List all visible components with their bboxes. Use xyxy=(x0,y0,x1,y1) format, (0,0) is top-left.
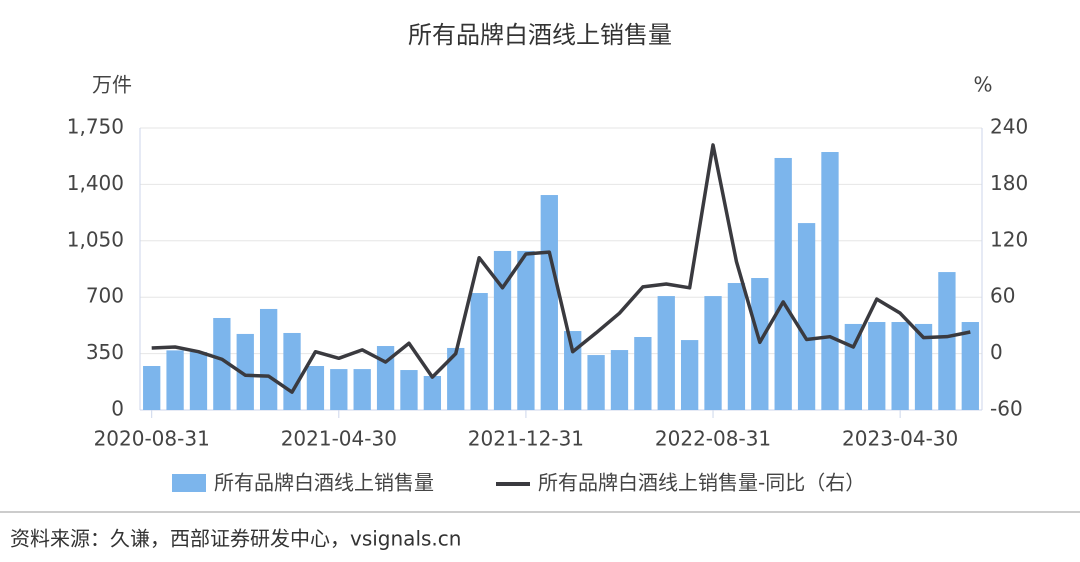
y-axis-label: 万件 xyxy=(92,73,132,97)
y2-tick-label: 60 xyxy=(990,284,1015,308)
y2-tick-label: 120 xyxy=(990,227,1028,251)
y2-tick-label: 0 xyxy=(990,340,1003,364)
bar xyxy=(189,351,208,410)
source: 资料来源：久谦，西部证券研发中心，vsignals.cn xyxy=(10,527,461,551)
bar xyxy=(540,195,558,410)
bar xyxy=(470,293,488,410)
bar xyxy=(704,296,722,410)
y2-axis-label: % xyxy=(973,73,992,97)
bar xyxy=(657,296,675,410)
y2-tick-label: -60 xyxy=(990,397,1023,421)
bar xyxy=(680,340,699,410)
legend-label: 所有品牌白酒线上销售量 xyxy=(214,471,434,495)
y-tick-label: 0 xyxy=(111,397,124,421)
bar xyxy=(306,366,325,410)
bar xyxy=(166,350,184,410)
bar xyxy=(517,250,535,410)
y2-tick-label: 240 xyxy=(990,115,1028,139)
bar xyxy=(868,322,886,410)
bar xyxy=(259,308,278,410)
y-tick-label: 350 xyxy=(86,340,124,364)
bar xyxy=(587,355,605,410)
x-tick-label: 2022-08-31 xyxy=(655,427,771,451)
bar xyxy=(727,283,746,410)
bar xyxy=(236,333,254,410)
bar xyxy=(400,370,418,410)
chart-title: 所有品牌白酒线上销售量 xyxy=(408,21,672,49)
bar xyxy=(634,337,652,410)
x-tick-label: 2020-08-31 xyxy=(94,427,210,451)
bar xyxy=(914,323,933,410)
y2-tick-label: 180 xyxy=(990,171,1028,195)
x-tick-label: 2023-04-30 xyxy=(842,427,958,451)
bar xyxy=(938,272,956,410)
bar xyxy=(353,369,371,410)
bar xyxy=(610,350,629,410)
bar xyxy=(143,366,161,410)
bar xyxy=(564,331,582,410)
bar xyxy=(797,223,816,410)
bar xyxy=(821,152,839,410)
y-tick-label: 1,400 xyxy=(67,171,124,195)
legend-swatch xyxy=(172,474,206,492)
bar xyxy=(774,157,792,410)
x-tick-label: 2021-04-30 xyxy=(281,427,397,451)
y-tick-label: 1,750 xyxy=(67,115,124,139)
bar xyxy=(213,317,231,410)
bar xyxy=(891,322,909,410)
bar xyxy=(330,369,348,410)
y-tick-label: 1,050 xyxy=(67,227,124,251)
bar xyxy=(447,347,465,410)
line xyxy=(151,143,971,394)
bar xyxy=(376,346,395,410)
legend-label: 所有品牌白酒线上销售量-同比（右） xyxy=(538,471,865,495)
bar xyxy=(283,332,301,410)
x-tick-label: 2021-12-31 xyxy=(468,427,584,451)
bar xyxy=(961,322,979,410)
bar xyxy=(493,250,512,410)
y-tick-label: 700 xyxy=(86,284,124,308)
bar xyxy=(423,375,442,410)
